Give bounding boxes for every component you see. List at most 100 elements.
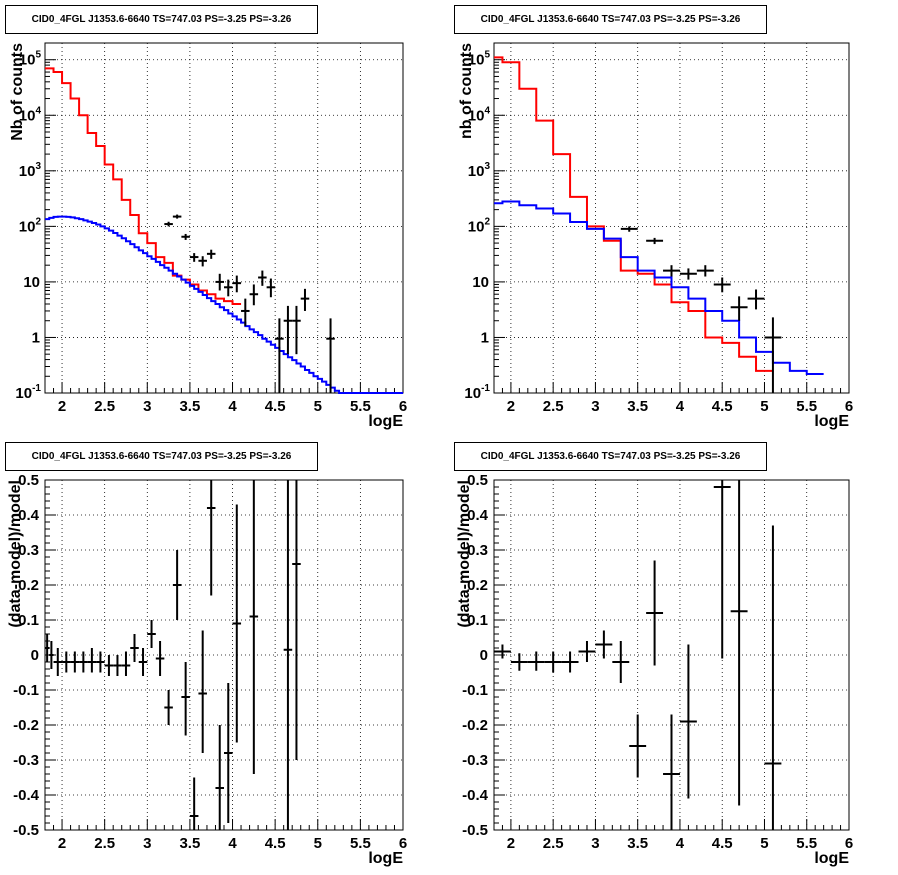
y-tick-label: 0: [480, 647, 488, 664]
data-point: [679, 268, 697, 280]
data-point: [232, 504, 242, 743]
chart-svg-1: 2 2.5 3 3.5 4 4.5 5 5.5 6 10-1 1 10 102 103 104 105 logE…: [458, 42, 853, 430]
data-point: [713, 277, 731, 293]
data-point: [104, 655, 114, 676]
y-tick-label: -0.3: [462, 752, 488, 769]
y-axis-label: (data-model)/model: [456, 480, 473, 628]
y-tick-label: 0.1: [18, 612, 39, 629]
data-point: [164, 690, 173, 725]
data-point: [578, 641, 596, 662]
y-tick-label: -0.4: [462, 787, 489, 804]
x-tick-label: 3: [143, 835, 151, 852]
y-tick-label: 1: [481, 329, 489, 346]
y-tick-label: -0.5: [13, 822, 39, 839]
data-point: [696, 265, 714, 277]
y-tick-label: 0.3: [18, 542, 39, 559]
data-point: [241, 298, 250, 327]
x-tick-label: 4: [676, 398, 685, 415]
x-tick-label: 3.5: [627, 835, 648, 852]
data-point: [206, 249, 216, 259]
data-point: [663, 265, 680, 277]
data-point: [189, 777, 199, 830]
x-tick-label: 4: [676, 835, 685, 852]
data-point: [232, 275, 242, 293]
data-point: [646, 560, 664, 666]
x-tick-label: 6: [399, 398, 407, 415]
data-point: [53, 648, 63, 676]
chart-title: CID0_4FGL J1353.6-6640 TS=747.03 PS=-3.2…: [5, 442, 318, 471]
panel-bottom-left: CID0_4FGL J1353.6-6640 TS=747.03 PS=-3.2…: [0, 437, 449, 875]
x-tick-label: 4.5: [712, 398, 733, 415]
y-tick-label: 105: [468, 50, 491, 69]
data-point: [96, 651, 105, 673]
y-tick-label: 104: [468, 105, 491, 124]
x-tick-label: 5: [314, 398, 322, 415]
y-tick-label: 10-1: [15, 383, 41, 402]
chart-title: CID0_4FGL J1353.6-6640 TS=747.03 PS=-3.2…: [5, 5, 318, 34]
x-tick-label: 5: [314, 835, 322, 852]
y-tick-label: 0: [31, 647, 39, 664]
x-tick-label: 4.5: [265, 398, 286, 415]
chart-title: CID0_4FGL J1353.6-6640 TS=747.03 PS=-3.2…: [454, 442, 767, 471]
data-point: [595, 630, 613, 659]
y-tick-label: 0.2: [18, 577, 39, 594]
x-tick-label: 2: [58, 835, 66, 852]
data-point: [258, 270, 267, 286]
data-point: [215, 725, 224, 830]
data-point: [292, 480, 301, 760]
data-point: [87, 648, 97, 673]
data-point: [181, 233, 190, 240]
y-tick-label: 0.5: [18, 472, 39, 489]
y-tick-label: 103: [19, 161, 42, 180]
y-tick-label: 0.2: [467, 577, 488, 594]
x-tick-label: 3.5: [179, 398, 200, 415]
y-tick-label: -0.2: [462, 717, 488, 734]
data-point: [764, 317, 782, 393]
data-point: [164, 221, 173, 227]
x-tick-label: 5.5: [796, 835, 817, 852]
x-tick-label: 2.5: [543, 835, 564, 852]
plot-frame: [44, 42, 404, 394]
data-point: [510, 653, 528, 671]
data-point: [206, 480, 216, 596]
y-axis-label: nb of counts: [458, 43, 475, 139]
x-tick-label: 2.5: [94, 398, 115, 415]
chart-svg-2: 2 2.5 3 3.5 4 4.5 5 5.5 6 -0.5 -0.4 -0.3 -0.2 -0.1 0 0.…: [7, 472, 407, 867]
data-point: [113, 655, 122, 676]
data-point: [283, 480, 293, 830]
x-tick-label: 2: [507, 398, 515, 415]
y-tick-label: 0.5: [467, 472, 488, 489]
y-tick-label: 0.3: [467, 542, 488, 559]
y-tick-label: -0.5: [462, 822, 488, 839]
data-point: [663, 714, 680, 830]
data-point: [561, 651, 579, 673]
y-tick-label: 0.4: [18, 507, 40, 524]
x-tick-label: 4: [228, 835, 237, 852]
y-tick-label: -0.1: [13, 682, 39, 699]
x-tick-label: 5.5: [350, 398, 371, 415]
panel-top-right: CID0_4FGL J1353.6-6640 TS=747.03 PS=-3.2…: [449, 0, 898, 437]
y-tick-label: 102: [19, 216, 42, 235]
y-tick-label: 104: [19, 105, 42, 124]
data-point: [646, 237, 664, 245]
x-tick-label: 3: [143, 398, 151, 415]
y-tick-label: 0.1: [467, 612, 488, 629]
x-tick-label: 4.5: [265, 835, 286, 852]
data-point: [544, 651, 562, 673]
data-point: [121, 651, 131, 676]
y-tick-label: 10: [472, 274, 489, 291]
y-tick-label: -0.1: [462, 682, 488, 699]
x-axis-label: logE: [368, 413, 403, 430]
x-tick-label: 2: [507, 835, 515, 852]
data-point: [275, 318, 284, 393]
x-tick-label: 5.5: [350, 835, 371, 852]
data-point: [49, 641, 54, 669]
x-tick-label: 6: [845, 835, 853, 852]
data-point: [300, 288, 310, 311]
x-tick-label: 5: [760, 835, 768, 852]
x-tick-label: 2.5: [94, 835, 115, 852]
y-axis-label: (data-model)/model: [7, 480, 24, 628]
data-point: [249, 284, 259, 306]
x-tick-label: 3: [591, 835, 599, 852]
histogram-series: [494, 56, 773, 372]
